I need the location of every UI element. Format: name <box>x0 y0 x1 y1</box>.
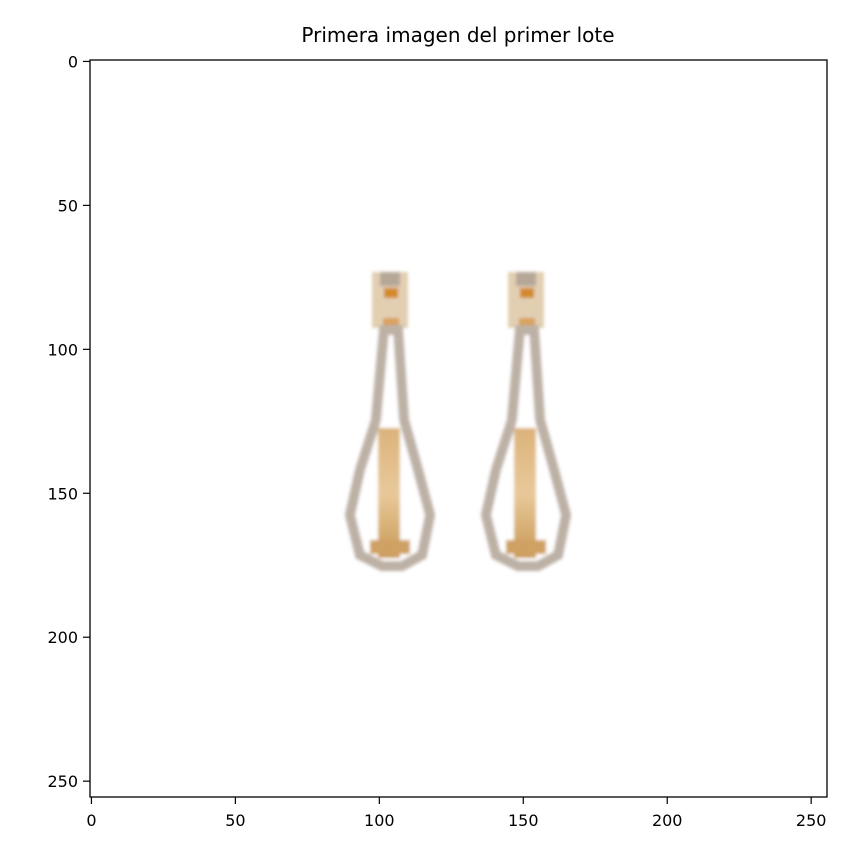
x-tick-label: 0 <box>86 811 96 830</box>
y-tick-label: 200 <box>47 628 78 647</box>
x-tick-label: 200 <box>652 811 683 830</box>
earrings-image <box>344 272 572 571</box>
x-tick-label: 100 <box>364 811 395 830</box>
y-tick-label: 50 <box>58 196 78 215</box>
plot-frame <box>89 59 828 798</box>
y-tick-label: 0 <box>68 52 78 71</box>
x-axis: 0 50 100 150 200 250 <box>86 797 826 830</box>
y-tick-label: 250 <box>47 772 78 791</box>
right-earring <box>480 272 572 571</box>
y-tick-label: 100 <box>47 340 78 359</box>
left-earring <box>344 272 436 571</box>
x-tick-label: 150 <box>508 811 539 830</box>
y-tick-label: 150 <box>47 484 78 503</box>
x-tick-label: 250 <box>796 811 827 830</box>
x-tick-label: 50 <box>225 811 245 830</box>
y-axis: 0 50 100 150 200 250 <box>47 52 90 791</box>
image-area <box>90 60 827 797</box>
chart-title: Primera imagen del primer lote <box>301 23 614 47</box>
